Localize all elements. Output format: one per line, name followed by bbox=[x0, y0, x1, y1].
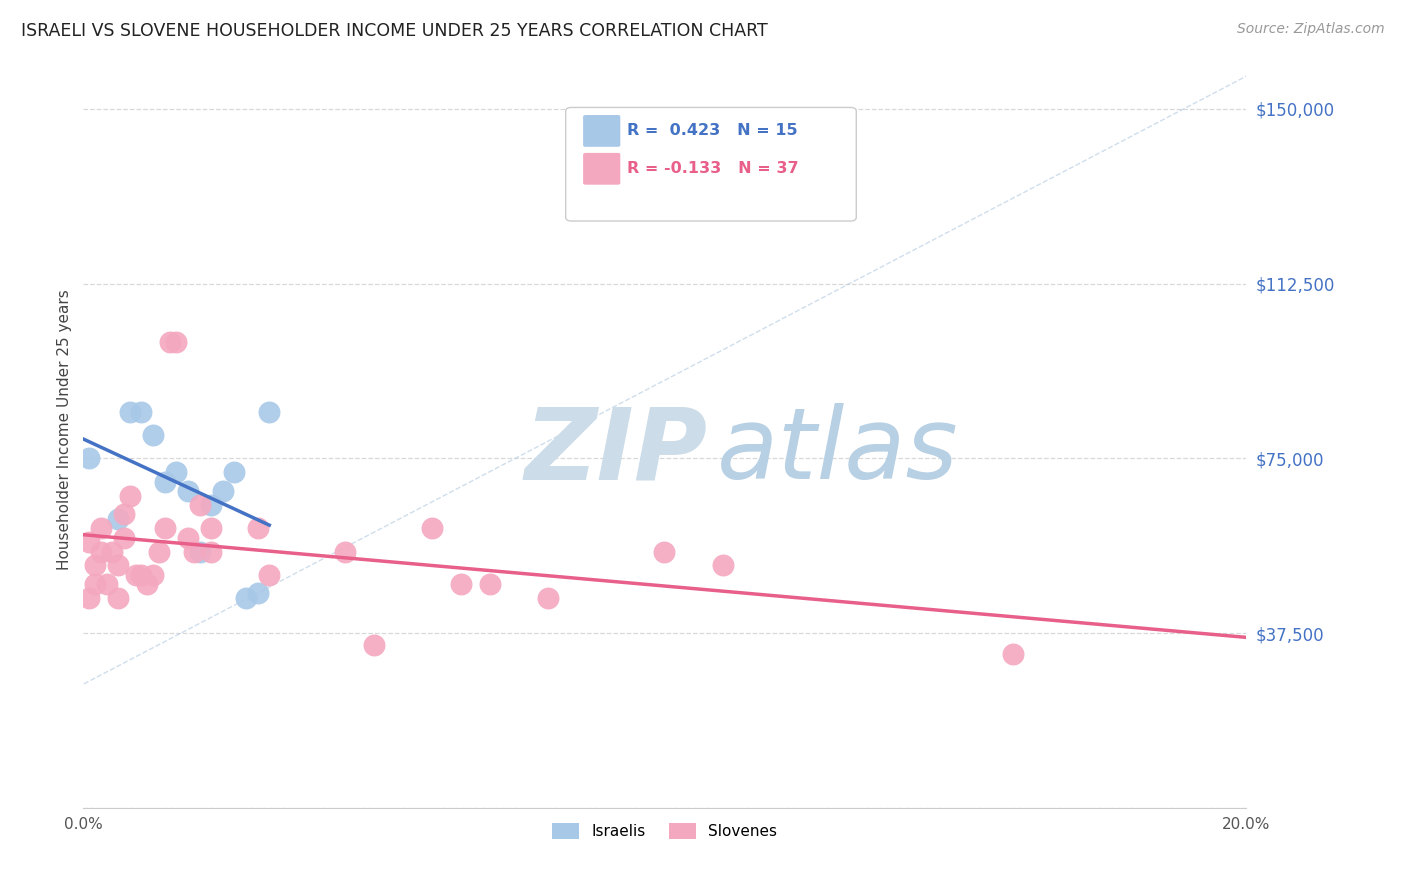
Point bbox=[200, 498, 222, 512]
Point bbox=[200, 521, 222, 535]
Point bbox=[183, 544, 205, 558]
Point bbox=[363, 638, 385, 652]
Point bbox=[118, 489, 141, 503]
Point bbox=[224, 465, 246, 479]
Point bbox=[211, 483, 233, 498]
Legend: Israelis, Slovenes: Israelis, Slovenes bbox=[546, 817, 783, 846]
Point bbox=[107, 512, 129, 526]
Point bbox=[177, 531, 200, 545]
Point bbox=[131, 567, 153, 582]
Point bbox=[107, 558, 129, 573]
Point bbox=[188, 498, 211, 512]
Point bbox=[101, 544, 124, 558]
Point bbox=[142, 428, 165, 442]
Point bbox=[84, 558, 107, 573]
Point bbox=[77, 535, 100, 549]
FancyBboxPatch shape bbox=[583, 153, 620, 185]
Point bbox=[654, 544, 676, 558]
Text: Source: ZipAtlas.com: Source: ZipAtlas.com bbox=[1237, 22, 1385, 37]
Point bbox=[153, 475, 176, 489]
Text: R = -0.133   N = 37: R = -0.133 N = 37 bbox=[627, 161, 799, 177]
FancyBboxPatch shape bbox=[583, 115, 620, 147]
Point bbox=[235, 591, 257, 606]
Point bbox=[131, 405, 153, 419]
Point bbox=[259, 567, 281, 582]
Point bbox=[112, 531, 135, 545]
Text: atlas: atlas bbox=[717, 403, 959, 500]
Point bbox=[177, 483, 200, 498]
Point bbox=[711, 558, 734, 573]
Point bbox=[450, 577, 472, 591]
Point bbox=[200, 544, 222, 558]
Point bbox=[537, 591, 560, 606]
Point bbox=[136, 577, 159, 591]
Point bbox=[142, 567, 165, 582]
Text: ISRAELI VS SLOVENE HOUSEHOLDER INCOME UNDER 25 YEARS CORRELATION CHART: ISRAELI VS SLOVENE HOUSEHOLDER INCOME UN… bbox=[21, 22, 768, 40]
Text: ZIP: ZIP bbox=[524, 403, 709, 500]
Point bbox=[77, 591, 100, 606]
Point bbox=[77, 451, 100, 466]
Y-axis label: Householder Income Under 25 years: Householder Income Under 25 years bbox=[58, 289, 72, 570]
Point bbox=[124, 567, 146, 582]
Point bbox=[259, 405, 281, 419]
FancyBboxPatch shape bbox=[565, 107, 856, 221]
Point bbox=[159, 334, 181, 349]
Point bbox=[148, 544, 170, 558]
Point bbox=[84, 577, 107, 591]
Point bbox=[107, 591, 129, 606]
Point bbox=[188, 544, 211, 558]
Point bbox=[90, 521, 112, 535]
Point bbox=[165, 465, 187, 479]
Point bbox=[246, 586, 269, 600]
Point bbox=[333, 544, 356, 558]
Point bbox=[165, 334, 187, 349]
Point bbox=[153, 521, 176, 535]
Point bbox=[90, 544, 112, 558]
Point bbox=[479, 577, 502, 591]
Point bbox=[112, 508, 135, 522]
Point bbox=[1002, 647, 1025, 661]
Point bbox=[96, 577, 118, 591]
Point bbox=[118, 405, 141, 419]
Text: R =  0.423   N = 15: R = 0.423 N = 15 bbox=[627, 123, 799, 138]
Point bbox=[246, 521, 269, 535]
Point bbox=[420, 521, 443, 535]
